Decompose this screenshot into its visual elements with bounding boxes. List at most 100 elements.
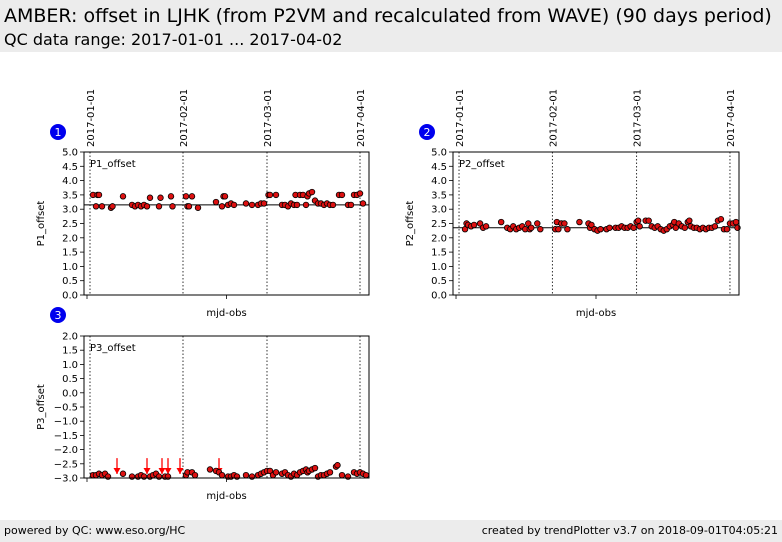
data-point [555, 226, 562, 233]
data-point [95, 191, 103, 199]
data-point [266, 191, 274, 199]
plot-panel-1: 1 2017-01-01 2017-02-01 2017-03-01 2017-04-0… [36, 89, 370, 319]
data-point [597, 226, 604, 233]
data-point [194, 204, 202, 211]
data-point [218, 471, 226, 479]
plot-number-badge [419, 124, 435, 140]
date-marker-label: 2017-03-01 [633, 89, 644, 147]
data-point [230, 201, 238, 209]
data-point [212, 198, 220, 206]
powered-by-text: powered by QC: www.eso.org/HC [4, 524, 186, 537]
y-tick-label: 5.0 [431, 148, 447, 159]
data-point [347, 201, 355, 209]
data-point [119, 193, 127, 200]
page-title: AMBER: offset in LJHK (from P2VM and rec… [4, 5, 772, 27]
plot-number-badge [50, 307, 66, 323]
data-point [359, 200, 367, 207]
panel-label: P1_offset [90, 159, 136, 170]
y-tick-label: 2.0 [62, 233, 78, 244]
outlier-arrow-head [176, 468, 184, 474]
data-point [362, 471, 370, 479]
data-point [221, 193, 229, 200]
data-point [293, 201, 301, 209]
data-point [233, 473, 241, 480]
plot-frame [452, 151, 740, 296]
plot-number-label: 2 [424, 126, 431, 139]
data-point [242, 200, 250, 207]
data-point [634, 217, 642, 224]
data-point [109, 203, 116, 210]
data-point [272, 469, 280, 476]
y-tick-label: 4.0 [62, 176, 78, 187]
data-point [302, 201, 310, 209]
data-point [242, 471, 250, 479]
data-point [128, 473, 136, 480]
panel-label: P3_offset [90, 343, 136, 354]
y-tick-label: 3.5 [431, 190, 447, 201]
data-point [260, 200, 268, 207]
data-point [681, 224, 689, 231]
y-tick-label: 2.0 [62, 332, 78, 343]
plot-frame [83, 151, 370, 296]
data-point [143, 203, 151, 210]
data-point [482, 223, 490, 230]
data-point [272, 191, 280, 199]
data-point [645, 217, 652, 224]
y-tick-label: 1.5 [62, 248, 78, 259]
y-tick-label: −1.0 [54, 417, 78, 428]
y-tick-label: 1.5 [431, 248, 447, 259]
data-point [338, 471, 346, 479]
y-tick-label: 4.0 [431, 176, 447, 187]
y-tick-label: −0.5 [54, 403, 78, 414]
created-by-text: created by trendPlotter v3.7 on 2018-09-… [481, 524, 778, 537]
panel-label: P2_offset [459, 159, 505, 170]
y-tick-label: 3.5 [62, 190, 78, 201]
y-tick-label: −1.5 [54, 431, 78, 442]
plot-frame [83, 335, 370, 479]
y-tick-label: 0.0 [62, 291, 78, 302]
outlier-arrow-head [113, 468, 121, 474]
data-point [672, 224, 679, 231]
x-axis-label: mjd-obs [206, 308, 246, 319]
y-tick-label: 0.5 [62, 276, 78, 287]
report-header: AMBER: offset in LJHK (from P2VM and rec… [0, 0, 782, 52]
x-axis-label: mjd-obs [576, 308, 616, 319]
data-point [338, 191, 346, 199]
y-axis-label: P1_offset [36, 201, 47, 247]
data-point [326, 469, 334, 476]
data-point [470, 221, 478, 229]
data-point [525, 220, 532, 227]
data-point [476, 220, 484, 227]
y-tick-label: −2.0 [54, 445, 78, 456]
data-point [561, 220, 568, 227]
plot-panel-3: 3 −3.0 −2.5 −2.0 −1.5 −1.0 −0.5 0.0 0.5 1.0 1.5 2.0… [36, 307, 370, 502]
data-point [497, 218, 505, 226]
y-tick-label: −2.5 [54, 459, 78, 470]
y-tick-label: 1.0 [62, 262, 78, 273]
y-tick-label: 1.5 [62, 346, 78, 357]
data-point [188, 193, 196, 200]
plot-number-badge [50, 124, 66, 140]
outlier-arrow-head [143, 468, 151, 474]
data-point [104, 473, 112, 480]
y-tick-label: 0.0 [431, 291, 447, 302]
x-axis-label: mjd-obs [206, 491, 246, 502]
data-point [686, 217, 693, 224]
data-point [461, 226, 469, 233]
qc-data-range: QC data range: 2017-01-01 ... 2017-04-02 [4, 30, 343, 49]
data-point [157, 194, 164, 201]
data-point [537, 226, 544, 233]
y-tick-label: 2.5 [62, 219, 78, 230]
report-footer: powered by QC: www.eso.org/HC created by… [0, 520, 782, 542]
date-marker-label: 2017-01-01 [455, 89, 466, 147]
data-point [606, 224, 613, 231]
data-point [717, 216, 725, 223]
y-axis-label: P3_offset [36, 384, 47, 430]
data-point [169, 203, 176, 210]
data-point [636, 223, 643, 230]
date-marker-label: 2017-02-01 [179, 89, 190, 147]
date-marker-label: 2017-04-01 [356, 89, 367, 147]
date-marker-label: 2017-03-01 [263, 89, 274, 147]
y-tick-label: 2.0 [431, 233, 447, 244]
data-point [732, 218, 740, 226]
